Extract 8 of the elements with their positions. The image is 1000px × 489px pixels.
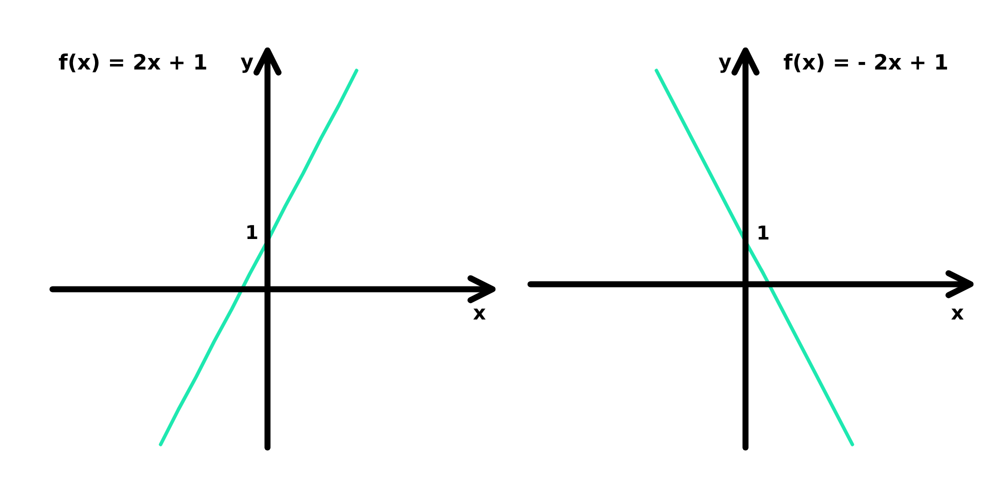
y-axis-title: y	[718, 50, 732, 74]
x-axis-title: x	[951, 300, 964, 324]
chart-title: f(x) = - 2x + 1	[783, 50, 948, 74]
annotation: 1	[756, 222, 770, 244]
y-axis-title: y	[240, 50, 254, 74]
annotation: 1	[245, 222, 259, 244]
chart-title: f(x) = 2x + 1	[58, 50, 208, 74]
x-axis-title: x	[473, 300, 486, 324]
